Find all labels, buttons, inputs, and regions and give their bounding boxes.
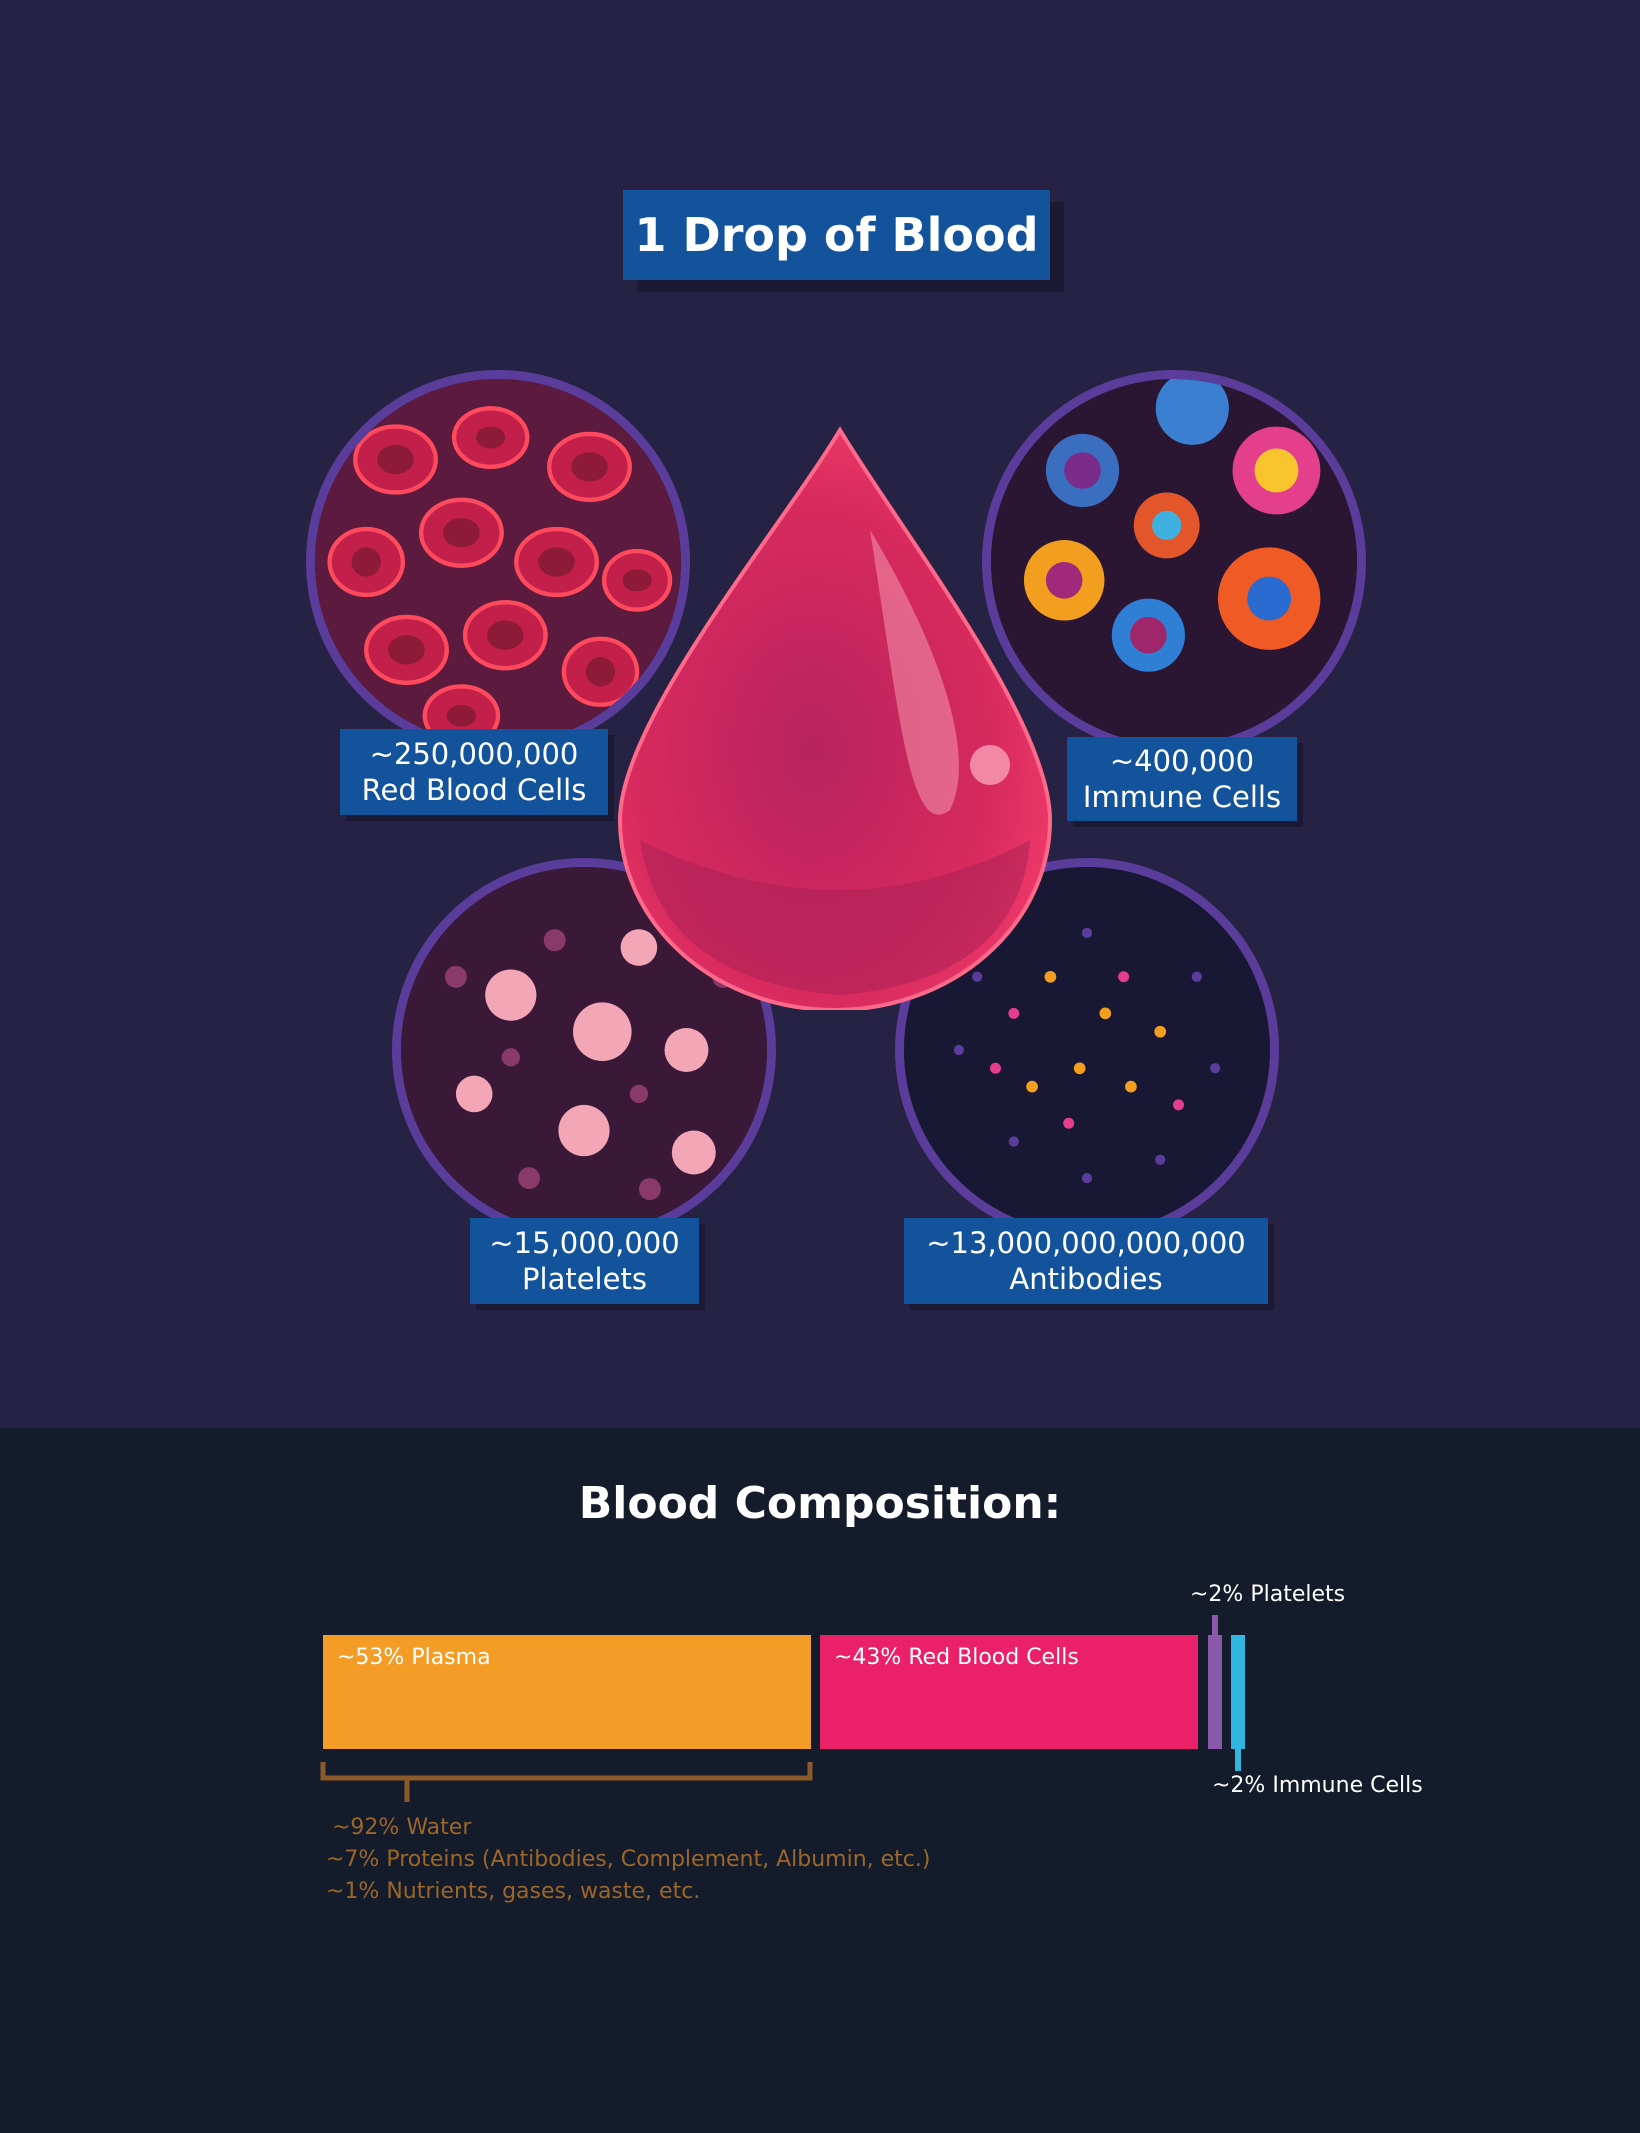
immune-cells-illustration: [991, 379, 1357, 745]
red-blood-cells-count: ~250,000,000: [369, 737, 579, 771]
platelets-count: ~15,000,000: [489, 1226, 680, 1260]
red-blood-cells-circle: [306, 370, 690, 754]
platelets-percent-label: ~2% Platelets: [1190, 1582, 1346, 1607]
platelets-connector: [1212, 1615, 1218, 1637]
immune-cells-circle: [982, 370, 1366, 754]
plasma-bar-label: ~53% Plasma: [337, 1645, 491, 1670]
page-title: 1 Drop of Blood: [623, 190, 1050, 280]
immune-cells-label: ~400,000 Immune Cells: [1067, 737, 1297, 821]
platelets-name: Platelets: [522, 1262, 647, 1296]
red-blood-cells-name: Red Blood Cells: [361, 773, 587, 807]
plasma-breakdown: ~92% Water ~7% Proteins (Antibodies, Com…: [326, 1812, 930, 1908]
immune-cells-name: Immune Cells: [1082, 780, 1282, 814]
immune-cells-bar: [1231, 1635, 1245, 1749]
antibodies-label: ~13,000,000,000,000 Antibodies: [904, 1218, 1268, 1304]
composition-section: [0, 1428, 1640, 2133]
red-blood-cells-illustration: [315, 379, 681, 745]
plasma-bar: ~53% Plasma: [323, 1635, 811, 1749]
infographic-top: 1 Drop of Blood: [0, 0, 1640, 1428]
antibodies-count: ~13,000,000,000,000: [926, 1226, 1246, 1260]
red-blood-cells-label: ~250,000,000 Red Blood Cells: [340, 729, 608, 815]
composition-title: Blood Composition:: [578, 1478, 1062, 1529]
red-blood-cells-bar: ~43% Red Blood Cells: [820, 1635, 1198, 1749]
antibodies-name: Antibodies: [1009, 1262, 1163, 1296]
immune-cells-count: ~400,000: [1109, 744, 1255, 778]
water-percent: ~92% Water: [332, 1815, 472, 1840]
platelets-bar: [1208, 1635, 1222, 1749]
platelets-label: ~15,000,000 Platelets: [470, 1218, 699, 1304]
proteins-percent: ~7% Proteins (Antibodies, Complement, Al…: [326, 1847, 931, 1872]
immune-cells-percent-label: ~2% Immune Cells: [1212, 1773, 1423, 1798]
immune-cells-connector: [1235, 1747, 1241, 1771]
red-blood-cells-bar-label: ~43% Red Blood Cells: [834, 1645, 1079, 1670]
plasma-bracket: [320, 1762, 813, 1802]
nutrients-percent: ~1% Nutrients, gases, waste, etc.: [326, 1879, 701, 1904]
blood-drop-illustration: [617, 426, 1053, 1010]
